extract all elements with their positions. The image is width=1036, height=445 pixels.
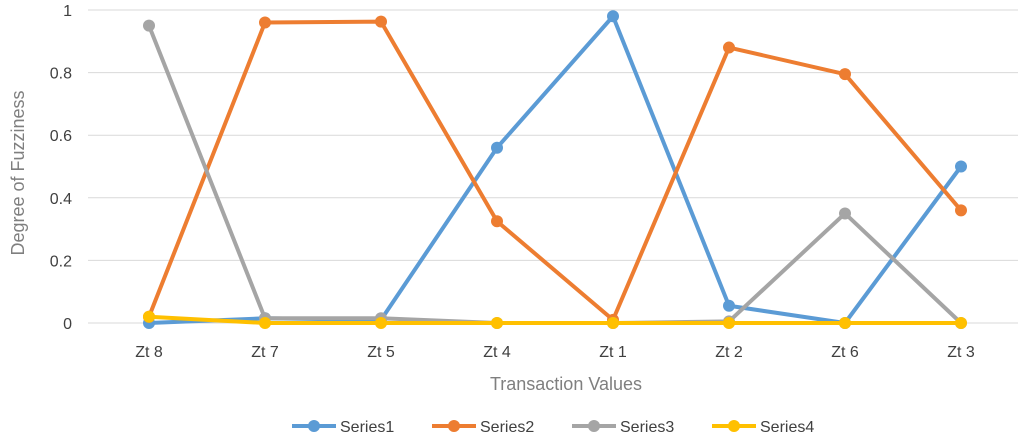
data-point bbox=[607, 317, 619, 329]
legend-item: Series1 bbox=[292, 419, 394, 436]
data-point bbox=[259, 16, 271, 29]
data-point bbox=[839, 207, 851, 220]
legend-item: Series3 bbox=[572, 419, 674, 436]
series-plot-area bbox=[143, 10, 967, 329]
legend-swatch-marker bbox=[588, 420, 600, 432]
data-point bbox=[375, 15, 387, 28]
data-point bbox=[143, 19, 155, 32]
legend-swatch-marker bbox=[308, 420, 320, 432]
series-3 bbox=[143, 19, 967, 329]
data-point bbox=[491, 317, 503, 329]
legend-label: Series1 bbox=[340, 419, 394, 436]
series-line bbox=[147, 23, 963, 325]
y-axis-title: Degree of Fuzziness bbox=[8, 90, 28, 255]
legend-swatch-marker bbox=[448, 420, 460, 432]
legend-item: Series4 bbox=[712, 419, 814, 436]
y-tick-label: 1 bbox=[63, 3, 72, 20]
x-tick-label: Zt 8 bbox=[135, 344, 163, 361]
data-point bbox=[723, 41, 735, 54]
legend-swatch-marker bbox=[728, 420, 740, 432]
y-tick-label: 0.4 bbox=[50, 191, 72, 208]
legend: Series1 Series2 Series3 Series4 bbox=[292, 419, 814, 436]
data-point bbox=[491, 141, 503, 154]
x-tick-label: Zt 3 bbox=[947, 344, 975, 361]
legend-label: Series2 bbox=[480, 419, 534, 436]
x-tick-label: Zt 5 bbox=[367, 344, 395, 361]
y-tick-label: 0.6 bbox=[50, 128, 72, 145]
y-tick-label: 0.8 bbox=[50, 66, 72, 83]
x-tick-label: Zt 2 bbox=[715, 344, 743, 361]
x-axis-ticks: Zt 8 Zt 7 Zt 5 Zt 4 Zt 1 Zt 2 Zt 6 Zt 3 bbox=[135, 344, 975, 361]
data-point bbox=[839, 317, 851, 329]
data-point bbox=[955, 160, 967, 173]
legend-label: Series4 bbox=[760, 419, 814, 436]
x-tick-label: Zt 6 bbox=[831, 344, 859, 361]
y-axis-ticks: 0 0.2 0.4 0.6 0.8 1 bbox=[50, 3, 72, 333]
data-point bbox=[723, 299, 735, 312]
data-point bbox=[375, 317, 387, 329]
x-tick-label: Zt 4 bbox=[483, 344, 511, 361]
y-tick-label: 0.2 bbox=[50, 253, 72, 270]
data-point bbox=[607, 10, 619, 23]
y-tick-label: 0 bbox=[63, 316, 72, 333]
data-point bbox=[143, 310, 155, 323]
legend-item: Series2 bbox=[432, 419, 534, 436]
data-point bbox=[723, 317, 735, 329]
x-axis-title: Transaction Values bbox=[490, 374, 642, 394]
series-2 bbox=[143, 15, 967, 326]
series-line bbox=[147, 314, 963, 325]
x-tick-label: Zt 7 bbox=[251, 344, 279, 361]
data-point bbox=[491, 215, 503, 228]
data-point bbox=[259, 317, 271, 329]
data-point bbox=[955, 317, 967, 329]
series-line bbox=[147, 14, 963, 325]
legend-label: Series3 bbox=[620, 419, 674, 436]
series-line bbox=[147, 19, 963, 322]
series-4 bbox=[143, 310, 967, 329]
series-1 bbox=[143, 10, 967, 329]
data-point bbox=[955, 204, 967, 217]
x-tick-label: Zt 1 bbox=[599, 344, 627, 361]
data-point bbox=[839, 68, 851, 81]
